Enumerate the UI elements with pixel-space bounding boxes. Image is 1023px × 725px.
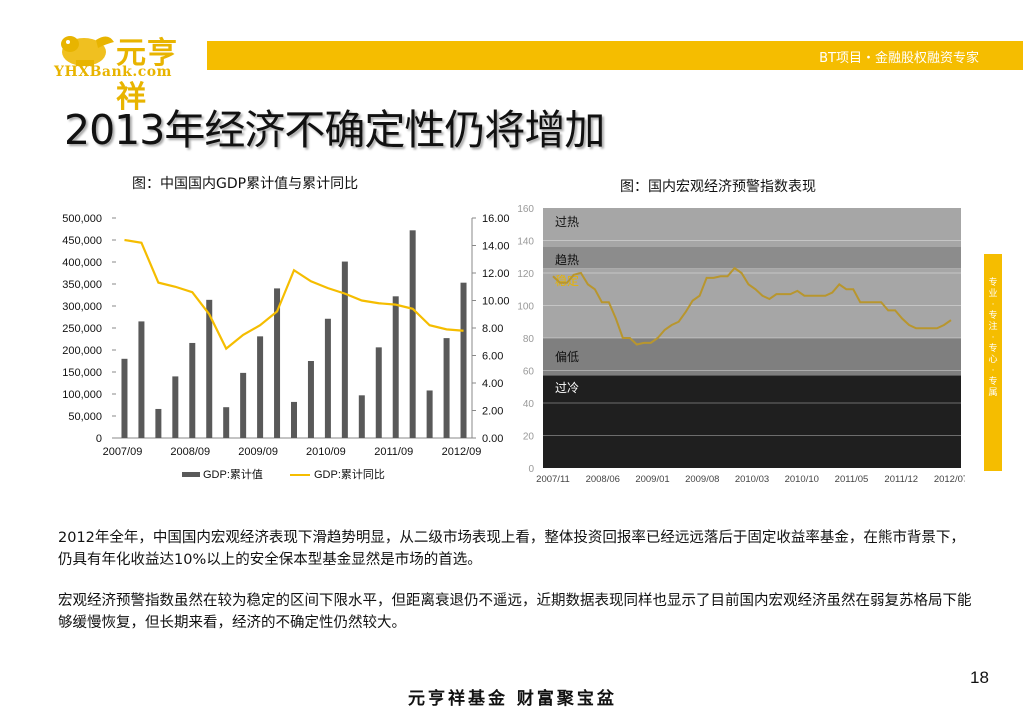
y-tick-label: 500,000	[62, 213, 102, 225]
gdp-bar	[189, 342, 196, 438]
gdp-bar	[274, 288, 281, 438]
x-tick-label: 2007/11	[536, 474, 570, 485]
y2-tick-label: 2.00	[482, 406, 503, 418]
x-tick-label: 2009/09	[238, 446, 278, 458]
y2-tick-label: 16.00	[482, 213, 510, 225]
gdp-bar	[172, 376, 179, 438]
y-tick-label: 160	[517, 204, 534, 215]
y-tick-label: 100	[517, 302, 534, 313]
logo-text: 元亨祥	[116, 36, 178, 115]
gdp-bar	[341, 261, 348, 438]
x-tick-label: 2010/10	[785, 474, 819, 485]
band-label: 过冷	[555, 381, 579, 395]
x-tick-label: 2012/07	[934, 474, 965, 485]
band-label: 过热	[555, 215, 579, 229]
y-tick-label: 150,000	[62, 367, 102, 379]
gdp-bar	[257, 336, 264, 438]
paragraph-1: 2012年全年，中国国内宏观经济表现下滑趋势明显，从二级市场表现上看，整体投资回…	[58, 530, 965, 568]
y2-tick-label: 14.00	[482, 241, 510, 253]
y-tick-label: 40	[523, 399, 535, 410]
x-tick-label: 2008/06	[586, 474, 620, 485]
y-tick-label: 80	[523, 334, 535, 345]
mascot-logo-icon	[61, 36, 114, 66]
gdp-chart: 0 50,000 100,000 150,000 200,000 250,000 300,0…	[62, 213, 510, 481]
footer-slogan: 元亨祥基金 财富聚宝盆	[408, 689, 617, 709]
y-tick-label: 120	[517, 269, 534, 280]
gdp-bar	[460, 282, 467, 438]
y-tick-label: 140	[517, 237, 534, 248]
gdp-bar	[240, 372, 247, 438]
side-tab-text: 专 业 · 专 注 · 专 心 · 专 属	[988, 278, 998, 398]
y-tick-label: 0	[528, 464, 534, 475]
x-tick-label: 2012/09	[442, 446, 482, 458]
side-tab: 专 业 · 专 注 · 专 心 · 专 属	[984, 254, 1002, 471]
gdp-bar	[443, 338, 450, 438]
index-line	[552, 266, 952, 346]
gdp-bar	[375, 347, 382, 438]
legend-line-label: GDP:累计同比	[314, 468, 385, 481]
x-tick-label: 2008/09	[170, 446, 210, 458]
gdp-bar	[121, 358, 128, 438]
x-tick-label: 2010/09	[306, 446, 346, 458]
band-123	[543, 247, 961, 269]
paragraph-2: 宏观经济预警指数虽然在较为稳定的区间下限水平，但距离衰退仍不遥远，近期数据表现同…	[58, 593, 972, 631]
chart1-caption: 图：中国国内GDP累计值与累计同比	[132, 176, 359, 192]
y2-tick-label: 6.00	[482, 351, 503, 363]
gdp-bar	[358, 395, 365, 438]
gdp-bar	[324, 318, 331, 438]
y-tick-label: 400,000	[62, 257, 102, 269]
y-tick-label: 250,000	[62, 323, 102, 335]
x-tick-label: 2011/05	[835, 474, 869, 485]
gdp-bar	[291, 401, 297, 438]
company-logo: 元亨祥 YHXBank.com	[44, 28, 194, 115]
gdp-bar	[206, 299, 213, 438]
x-tick-label: 2011/09	[374, 446, 413, 458]
y-tick-label: 0	[96, 433, 102, 445]
legend-bar-label: GDP:累计值	[203, 468, 263, 481]
gdp-growth-line	[124, 238, 464, 351]
y-tick-label: 300,000	[62, 301, 102, 313]
gdp-bar	[307, 361, 314, 438]
x-tick-label: 2010/03	[735, 474, 769, 485]
legend-bar-swatch	[182, 472, 200, 477]
chart2-caption: 图：国内宏观经济预警指数表现	[620, 179, 816, 195]
gdp-bar	[138, 321, 145, 438]
band-136	[543, 208, 961, 247]
x-tick-label: 2009/01	[635, 474, 669, 485]
x-tick-label: 2009/08	[685, 474, 719, 485]
logo-url: YHXBank.com	[54, 64, 172, 80]
page-number: 18	[970, 668, 989, 687]
band-label: 偏低	[555, 349, 579, 364]
gdp-bar	[155, 408, 162, 438]
gdp-bar	[426, 390, 433, 438]
gdp-bar	[392, 296, 399, 438]
band-0	[543, 375, 961, 468]
page-title: 2013年经济不确定性仍将增加	[64, 106, 605, 154]
y-tick-label: 350,000	[62, 279, 102, 291]
y2-tick-label: 12.00	[482, 268, 510, 280]
gdp-bar	[223, 407, 230, 438]
y-tick-label: 200,000	[62, 345, 102, 357]
y-tick-label: 20	[523, 432, 535, 443]
gdp-bar	[409, 230, 416, 438]
header-tagline: BT项目・金融股权融资专家	[819, 51, 979, 66]
band-57	[543, 338, 961, 376]
band-label: 趋热	[555, 253, 579, 267]
header-bar: BT项目・金融股权融资专家	[207, 41, 1023, 70]
y-tick-label: 450,000	[62, 235, 102, 247]
x-tick-label: 2011/12	[884, 474, 918, 485]
y2-tick-label: 0.00	[482, 433, 503, 445]
y-tick-label: 100,000	[62, 389, 102, 401]
y-tick-label: 50,000	[68, 411, 102, 423]
y-tick-label: 60	[523, 367, 535, 378]
y2-tick-label: 10.00	[482, 296, 510, 308]
x-tick-label: 2007/09	[103, 446, 143, 458]
band-80	[543, 268, 961, 338]
y2-tick-label: 4.00	[482, 378, 503, 390]
y2-tick-label: 8.00	[482, 323, 503, 335]
